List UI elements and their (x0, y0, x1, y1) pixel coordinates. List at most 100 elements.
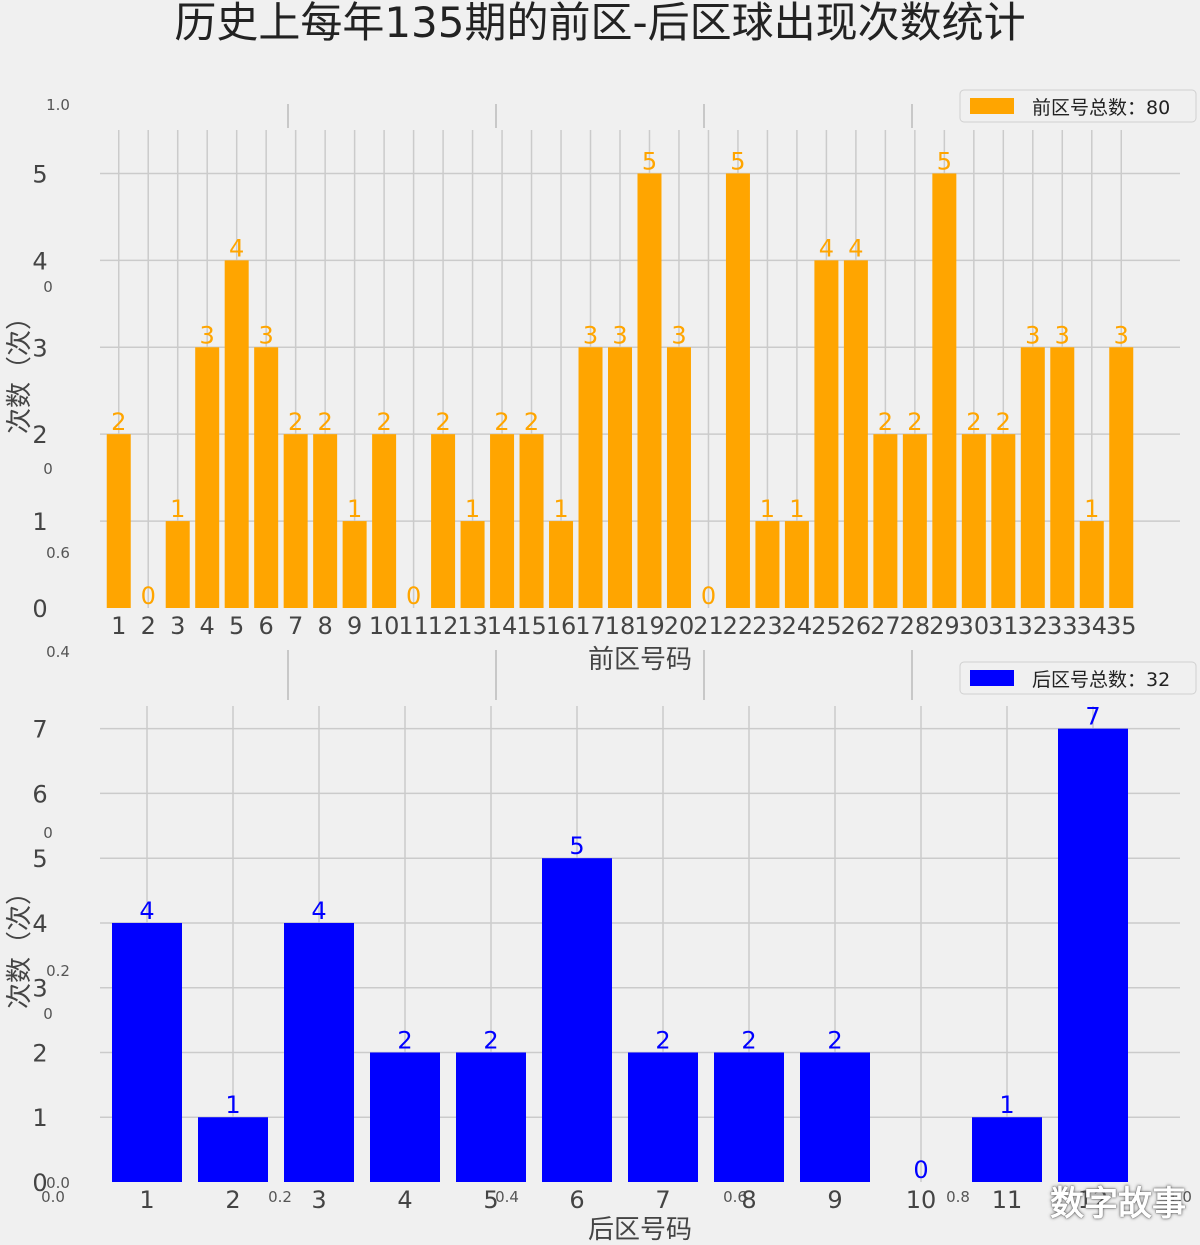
x-tick-label: 20 (664, 612, 695, 640)
data-label: 2 (111, 408, 126, 436)
bg-axis-tick: 0.0 (46, 1174, 70, 1192)
bg-axis-tick: 0.6 (723, 1188, 747, 1206)
bg-axis-tick: 0.4 (495, 1188, 519, 1206)
y-tick-label: 4 (32, 910, 47, 938)
data-label: 3 (200, 321, 215, 349)
x-tick-label: 28 (900, 612, 931, 640)
bar-12 (431, 434, 456, 608)
y-tick-label: 7 (32, 716, 47, 744)
data-label: 4 (311, 897, 326, 925)
bar-13 (460, 521, 485, 608)
bar-4 (370, 1052, 440, 1182)
bar-9 (800, 1052, 870, 1182)
x-tick-label: 9 (827, 1186, 842, 1214)
x-tick-label: 27 (870, 612, 901, 640)
bar-16 (549, 521, 574, 608)
bar-6 (542, 858, 612, 1182)
y-tick-label: 5 (32, 160, 47, 188)
bar-24 (784, 521, 809, 608)
y-tick-label: 6 (32, 780, 47, 808)
x-tick-label: 4 (200, 612, 215, 640)
data-label: 2 (483, 1026, 498, 1054)
bar-29 (932, 173, 957, 609)
x-tick-label: 19 (634, 612, 665, 640)
data-label: 3 (671, 321, 686, 349)
bar-19 (637, 173, 662, 609)
chart-title: 历史上每年135期的前区-后区球出现次数统计 (174, 0, 1026, 47)
data-label: 2 (435, 408, 450, 436)
x-tick-label: 14 (487, 612, 518, 640)
legend-label: 前区号总数：80 (1032, 97, 1170, 119)
x-tick-label: 13 (457, 612, 488, 640)
data-label: 0 (406, 582, 421, 610)
bar-7 (283, 434, 308, 608)
x-tick-label: 4 (397, 1186, 412, 1214)
x-tick-label: 8 (318, 612, 333, 640)
x-tick-label: 9 (347, 612, 362, 640)
x-tick-label: 23 (752, 612, 783, 640)
bar-17 (578, 347, 603, 608)
data-label: 5 (642, 147, 657, 175)
x-tick-label: 22 (723, 612, 754, 640)
y-tick-label: 0 (32, 595, 47, 623)
bg-axis-tick: 0 (43, 278, 53, 296)
y-tick-label: 1 (32, 508, 47, 536)
bar-20 (666, 347, 691, 608)
data-label: 2 (288, 408, 303, 436)
bar-28 (902, 434, 927, 608)
bar-34 (1079, 521, 1104, 608)
bg-axis-tick: 0.6 (46, 544, 70, 562)
y-axis-label: 次数（次） (5, 304, 35, 434)
x-tick-label: 7 (655, 1186, 670, 1214)
data-label: 2 (996, 408, 1011, 436)
bg-axis-tick: 0.8 (946, 1188, 970, 1206)
bar-15 (519, 434, 544, 608)
x-tick-label: 32 (1018, 612, 1049, 640)
data-label: 2 (878, 408, 893, 436)
data-label: 1 (225, 1091, 240, 1119)
bar-25 (814, 260, 839, 608)
bar-9 (342, 521, 367, 608)
data-label: 3 (612, 321, 627, 349)
x-tick-label: 29 (929, 612, 960, 640)
bar-31 (991, 434, 1016, 608)
data-label: 2 (655, 1026, 670, 1054)
data-label: 1 (789, 495, 804, 523)
bar-12 (1058, 728, 1128, 1182)
data-label: 7 (1085, 703, 1100, 731)
data-label: 1 (553, 495, 568, 523)
data-label: 1 (1084, 495, 1099, 523)
bar-27 (873, 434, 898, 608)
bar-1 (112, 922, 182, 1182)
y-axis-label: 次数（次） (5, 879, 35, 1009)
y-tick-label: 3 (32, 975, 47, 1003)
bar-10 (372, 434, 397, 608)
bar-35 (1109, 347, 1134, 608)
bg-axis-tick: 0 (43, 824, 53, 842)
bg-axis-tick: 0 (43, 1005, 53, 1023)
data-label: 2 (494, 408, 509, 436)
bar-32 (1020, 347, 1045, 608)
bar-18 (608, 347, 632, 608)
x-tick-label: 6 (259, 612, 274, 640)
legend-box (959, 89, 1197, 123)
x-tick-label: 3 (311, 1186, 326, 1214)
x-axis-label: 前区号码 (588, 645, 692, 675)
bg-axis-tick: 0.2 (268, 1188, 292, 1206)
data-label: 1 (170, 495, 185, 523)
data-label: 2 (524, 408, 539, 436)
y-tick-label: 2 (32, 421, 47, 449)
y-tick-label: 2 (32, 1039, 47, 1067)
x-tick-label: 18 (605, 612, 636, 640)
data-label: 3 (1114, 321, 1129, 349)
x-tick-label: 10 (906, 1186, 937, 1214)
x-tick-label: 30 (959, 612, 990, 640)
x-tick-label: 8 (741, 1186, 756, 1214)
bar-22 (725, 173, 750, 609)
x-tick-label: 11 (992, 1186, 1023, 1214)
data-label: 4 (229, 234, 244, 262)
bar-6 (254, 347, 279, 608)
data-label: 3 (1025, 321, 1040, 349)
data-label: 3 (1055, 321, 1070, 349)
